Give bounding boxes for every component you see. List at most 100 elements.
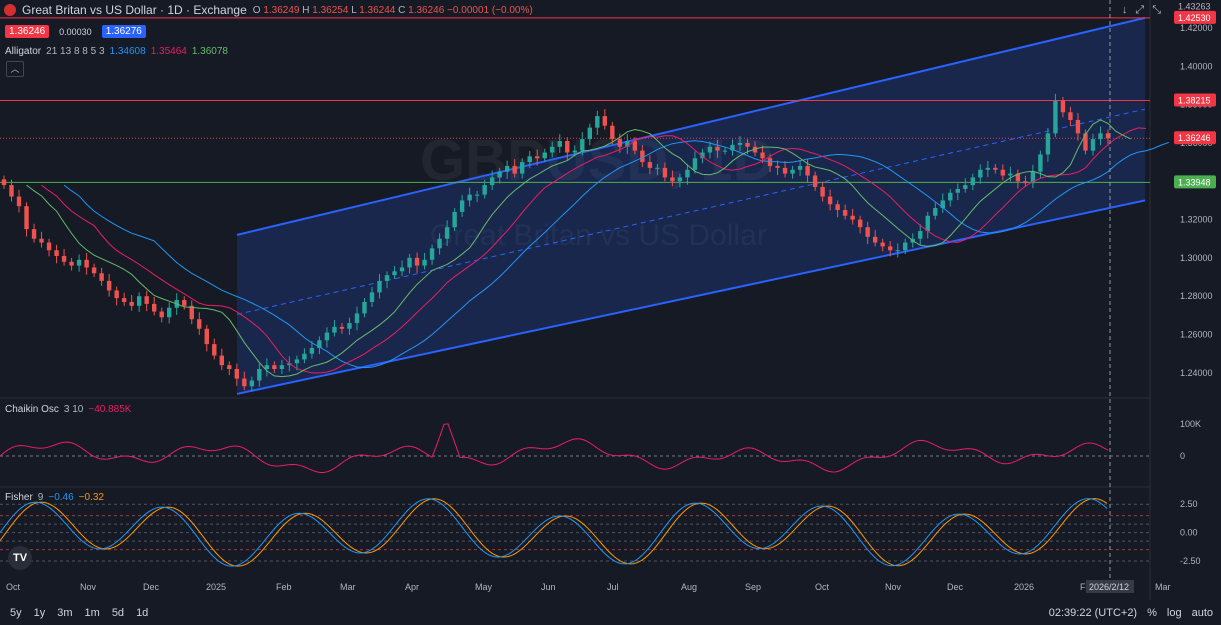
x-tick-label: Nov (885, 582, 902, 592)
candle-body (99, 273, 104, 281)
candle (339, 323, 345, 334)
maximize-icon[interactable]: ⤢ (1135, 4, 1145, 16)
candle-body (16, 196, 22, 207)
candle (422, 252, 427, 270)
axis-top-label-bg (1174, 0, 1216, 13)
candle (302, 348, 307, 364)
candle-body (827, 196, 833, 205)
alligator-legend[interactable]: Alligator 21 13 8 8 5 3 1.34608 1.35464 1.36… (5, 46, 228, 57)
candle-body (767, 158, 773, 166)
candle-body (234, 369, 240, 379)
range-1d[interactable]: 1d (136, 607, 149, 619)
candle-body (880, 242, 885, 247)
candle (872, 229, 878, 247)
x-tick-label: 2025 (206, 582, 226, 592)
sell-button[interactable]: 1.36246 (5, 25, 50, 38)
candle-body (369, 292, 375, 302)
candle (993, 164, 998, 174)
candle (54, 244, 59, 264)
candle (535, 149, 540, 166)
candle-body (745, 142, 750, 147)
resistance-top-label-bg (1174, 10, 1216, 24)
candle (212, 338, 217, 360)
candle (106, 273, 112, 297)
range-5d[interactable]: 5d (111, 607, 125, 619)
candle-body (399, 267, 405, 272)
chaikin-legend[interactable]: Chaikin Osc 3 10 −40.885K (5, 404, 132, 415)
candle-body (587, 127, 592, 140)
candle (655, 164, 660, 176)
candle (1030, 164, 1036, 189)
candle (805, 159, 810, 183)
percent-toggle[interactable]: % (1147, 607, 1157, 619)
candle (234, 363, 240, 386)
candle (880, 238, 885, 252)
candle (640, 145, 645, 168)
last-price-label: 1.36246 (1178, 133, 1211, 143)
candle-body (985, 167, 991, 170)
symbol-title[interactable]: Great Britan vs US Dollar · 1D · Exchang… (22, 3, 247, 17)
candle-body (925, 215, 930, 232)
fisher-legend[interactable]: Fisher 9 −0.46 −0.32 (5, 492, 104, 503)
candle (857, 215, 863, 234)
candle-body (700, 152, 705, 159)
candle-body (1105, 133, 1111, 139)
arrow-down-icon[interactable]: ↓ (1121, 4, 1128, 16)
collapse-legend-icon[interactable]: ︿ (6, 61, 24, 77)
price-tick-label: 1.28000 (1180, 291, 1213, 301)
candle-body (520, 162, 525, 174)
fisher-trigger-line (0, 498, 1108, 567)
candle-body (685, 169, 690, 178)
candle-body (527, 156, 532, 163)
candle (587, 123, 592, 146)
candle (730, 139, 735, 156)
candle-body (895, 250, 900, 252)
x-tick-label: 2026 (1014, 582, 1034, 592)
x-tick-label: Dec (143, 582, 160, 592)
candle (722, 146, 728, 155)
range-5y[interactable]: 5y (10, 607, 22, 619)
candle-body (963, 185, 968, 189)
log-toggle[interactable]: log (1166, 607, 1182, 619)
buy-button[interactable]: 1.36276 (101, 25, 146, 38)
candle (354, 306, 360, 331)
x-tick-label: Aug (681, 582, 697, 592)
candle (602, 109, 608, 130)
candle-body (152, 303, 157, 312)
axis-top-label: 1.43263 (1178, 1, 1211, 11)
range-3m[interactable]: 3m (57, 607, 73, 619)
candle-body (76, 259, 82, 266)
collapse-icon[interactable]: ⤡ (1152, 4, 1161, 16)
support-label: 1.33948 (1178, 177, 1211, 187)
candle-body (662, 167, 668, 178)
candle (452, 208, 457, 232)
range-1y[interactable]: 1y (33, 607, 46, 619)
pane-controls: ↓ ⤢ ⤡ (1122, 4, 1161, 17)
candle-body (782, 167, 788, 174)
x-tick-label: Sep (745, 582, 761, 592)
clock[interactable]: 02:39:22 (UTC+2) (1048, 607, 1138, 619)
candle-body (760, 152, 765, 159)
candle (542, 148, 547, 163)
auto-toggle[interactable]: auto (1191, 607, 1213, 619)
candle (737, 136, 743, 151)
support-label-bg (1174, 175, 1216, 189)
chart-header: Great Britan vs US Dollar · 1D · Exchang… (0, 0, 533, 20)
candle-body (272, 365, 277, 370)
candle (903, 238, 908, 255)
candle-body (474, 194, 480, 196)
channel-fill (237, 17, 1145, 394)
candle (715, 139, 720, 158)
candle-body (557, 141, 562, 147)
resistance-label-bg (1174, 93, 1216, 107)
candle-body (625, 141, 630, 147)
candle-body (414, 257, 420, 266)
candle-body (797, 165, 803, 170)
candle-body (595, 116, 600, 128)
candle (580, 132, 585, 156)
candle (978, 164, 983, 184)
candle (1090, 133, 1096, 156)
range-1m[interactable]: 1m (84, 607, 100, 619)
candle-body (1, 179, 7, 186)
